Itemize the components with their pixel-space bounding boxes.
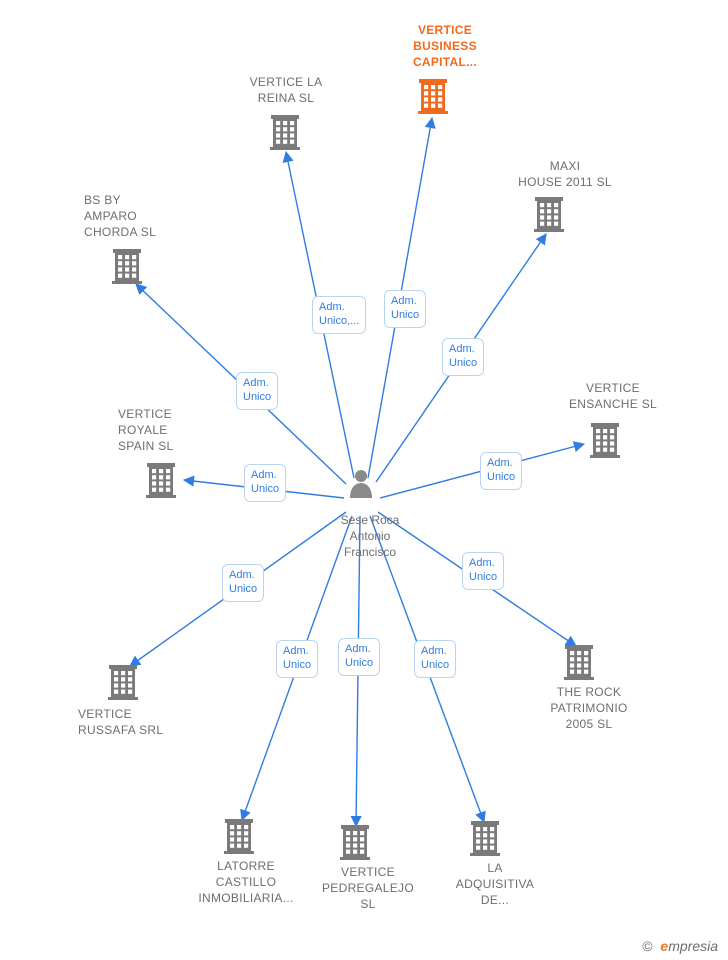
- center-person-label: Sese Roca Antonio Francisco: [330, 512, 410, 561]
- building-icon: [108, 664, 138, 700]
- brand-rest: mpresia: [668, 938, 718, 954]
- building-icon: [270, 114, 300, 150]
- person-icon: [348, 468, 374, 498]
- edge-label: Adm. Unico: [222, 564, 264, 602]
- edge-label: Adm. Unico: [276, 640, 318, 678]
- edge-label: Adm. Unico: [414, 640, 456, 678]
- edge-label: Adm. Unico,...: [312, 296, 366, 334]
- edge-label: Adm. Unico: [384, 290, 426, 328]
- node-label: MAXI HOUSE 2011 SL: [510, 158, 620, 190]
- building-icon: [340, 824, 370, 860]
- building-icon: [564, 644, 594, 680]
- node-label: BS BY AMPARO CHORDA SL: [84, 192, 174, 241]
- building-icon: [112, 248, 142, 284]
- node-label: VERTICE LA REINA SL: [236, 74, 336, 106]
- building-icon: [534, 196, 564, 232]
- node-label: VERTICE ENSANCHE SL: [558, 380, 668, 412]
- edge-label: Adm. Unico: [338, 638, 380, 676]
- edge-label: Adm. Unico: [236, 372, 278, 410]
- copyright-symbol: ©: [642, 938, 652, 954]
- edge-label: Adm. Unico: [442, 338, 484, 376]
- building-icon: [470, 820, 500, 856]
- node-label: VERTICE BUSINESS CAPITAL...: [400, 22, 490, 71]
- node-label: VERTICE RUSSAFA SRL: [78, 706, 188, 738]
- edge-label: Adm. Unico: [244, 464, 286, 502]
- node-label: LATORRE CASTILLO INMOBILIARIA...: [186, 858, 306, 907]
- building-icon-highlight: [418, 78, 448, 114]
- node-label: LA ADQUISITIVA DE...: [440, 860, 550, 909]
- building-icon: [146, 462, 176, 498]
- node-label: VERTICE ROYALE SPAIN SL: [118, 406, 198, 455]
- edge-label: Adm. Unico: [462, 552, 504, 590]
- node-label: THE ROCK PATRIMONIO 2005 SL: [534, 684, 644, 733]
- watermark: © empresia: [642, 938, 718, 954]
- building-icon: [590, 422, 620, 458]
- edge-label: Adm. Unico: [480, 452, 522, 490]
- building-icon: [224, 818, 254, 854]
- node-label: VERTICE PEDREGALEJO SL: [308, 864, 428, 913]
